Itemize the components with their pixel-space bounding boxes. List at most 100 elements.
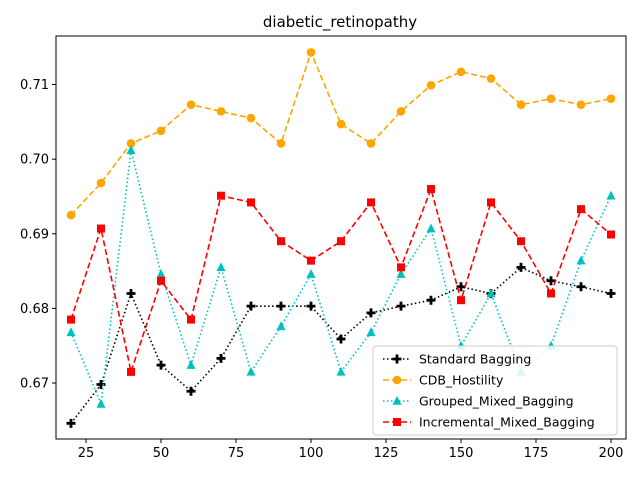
chart-title: diabetic_retinopathy xyxy=(263,13,417,32)
data-point xyxy=(156,360,166,370)
series-cdb-hostility xyxy=(66,48,616,220)
data-point xyxy=(67,315,75,324)
data-point xyxy=(306,301,316,311)
data-point xyxy=(66,210,76,220)
data-point xyxy=(306,269,316,278)
data-point xyxy=(156,126,166,136)
data-point xyxy=(367,198,375,207)
data-point xyxy=(426,80,436,90)
data-point xyxy=(66,418,76,428)
data-point xyxy=(577,205,585,214)
data-point xyxy=(307,256,315,265)
legend-marker xyxy=(392,375,402,385)
data-point xyxy=(186,360,196,369)
legend-label: Incremental_Mixed_Bagging xyxy=(419,415,595,430)
series-incremental-mixed-bagging xyxy=(67,184,615,376)
y-tick-label: 0.69 xyxy=(20,227,49,242)
x-tick-label: 200 xyxy=(599,446,624,461)
data-point xyxy=(606,94,616,103)
data-point xyxy=(486,74,496,83)
data-point xyxy=(216,262,226,272)
x-tick-label: 50 xyxy=(153,446,170,461)
data-point xyxy=(186,386,196,396)
data-point xyxy=(576,100,586,109)
x-tick-label: 25 xyxy=(78,446,95,461)
data-point xyxy=(607,230,615,239)
data-point xyxy=(516,262,526,272)
data-point xyxy=(336,334,346,344)
data-point xyxy=(186,100,196,109)
plot-frame xyxy=(55,35,627,440)
data-point xyxy=(576,255,586,265)
data-point xyxy=(487,198,495,207)
data-point xyxy=(547,289,555,298)
plot-area xyxy=(66,48,616,428)
data-point xyxy=(456,282,466,292)
data-point xyxy=(546,276,556,286)
data-point xyxy=(337,237,345,246)
y-tick-label: 0.71 xyxy=(20,78,49,93)
legend: Standard Bagging CDB_Hostility Grouped_Mix… xyxy=(372,345,618,436)
legend-item: Incremental_Mixed_Bagging xyxy=(383,415,595,430)
data-point xyxy=(336,119,346,129)
legend-item: Standard Bagging xyxy=(383,352,531,367)
legend-label: CDB_Hostility xyxy=(419,373,504,388)
data-point xyxy=(606,190,616,200)
legend-marker xyxy=(392,396,402,405)
data-point xyxy=(96,178,106,188)
series-standard-bagging xyxy=(66,262,616,428)
data-point xyxy=(426,295,436,305)
data-point xyxy=(126,145,136,154)
legend-marker xyxy=(392,354,402,364)
legend-item: CDB_Hostility xyxy=(383,373,504,388)
data-point xyxy=(276,321,286,331)
data-point xyxy=(277,237,285,246)
legend-label: Standard Bagging xyxy=(419,352,531,367)
legend-box xyxy=(372,345,618,436)
data-point xyxy=(246,113,256,123)
data-point xyxy=(546,94,556,103)
data-point xyxy=(127,367,135,376)
y-tick-label: 0.68 xyxy=(20,302,49,317)
data-point xyxy=(606,288,616,298)
data-point xyxy=(397,263,405,272)
series-line xyxy=(70,186,612,375)
data-point xyxy=(126,139,136,148)
data-point xyxy=(457,296,465,305)
data-point xyxy=(366,308,376,318)
axes: 25 50 75 100 125 150 175 200 0.67 0.68 0.69 0.70 0.7… xyxy=(20,78,623,461)
data-point xyxy=(516,100,526,109)
y-tick-label: 0.70 xyxy=(20,153,49,168)
x-tick-label: 75 xyxy=(228,446,245,461)
data-point xyxy=(157,276,165,285)
y-tick-label: 0.67 xyxy=(20,377,49,392)
data-point xyxy=(96,398,106,408)
legend-marker xyxy=(393,418,401,426)
data-point xyxy=(126,288,136,298)
data-point xyxy=(156,269,166,278)
data-point xyxy=(276,139,286,148)
data-point xyxy=(187,315,195,324)
x-tick-label: 175 xyxy=(524,446,549,461)
data-point xyxy=(456,67,466,77)
data-point xyxy=(517,237,525,246)
data-point xyxy=(576,282,586,292)
data-point xyxy=(217,191,225,200)
data-point xyxy=(247,198,255,207)
data-point xyxy=(246,301,256,311)
data-point xyxy=(396,269,406,278)
data-point xyxy=(246,366,256,376)
x-tick-label: 100 xyxy=(299,446,324,461)
data-point xyxy=(396,301,406,311)
legend-item: Grouped_Mixed_Bagging xyxy=(383,394,574,409)
data-point xyxy=(216,107,226,116)
data-point xyxy=(426,223,436,233)
data-point xyxy=(366,139,376,148)
x-tick-label: 125 xyxy=(374,446,399,461)
data-point xyxy=(486,288,496,298)
data-point xyxy=(336,366,346,376)
data-point xyxy=(427,184,435,193)
series-line xyxy=(70,50,612,216)
data-point xyxy=(366,327,376,337)
data-point xyxy=(276,301,286,311)
